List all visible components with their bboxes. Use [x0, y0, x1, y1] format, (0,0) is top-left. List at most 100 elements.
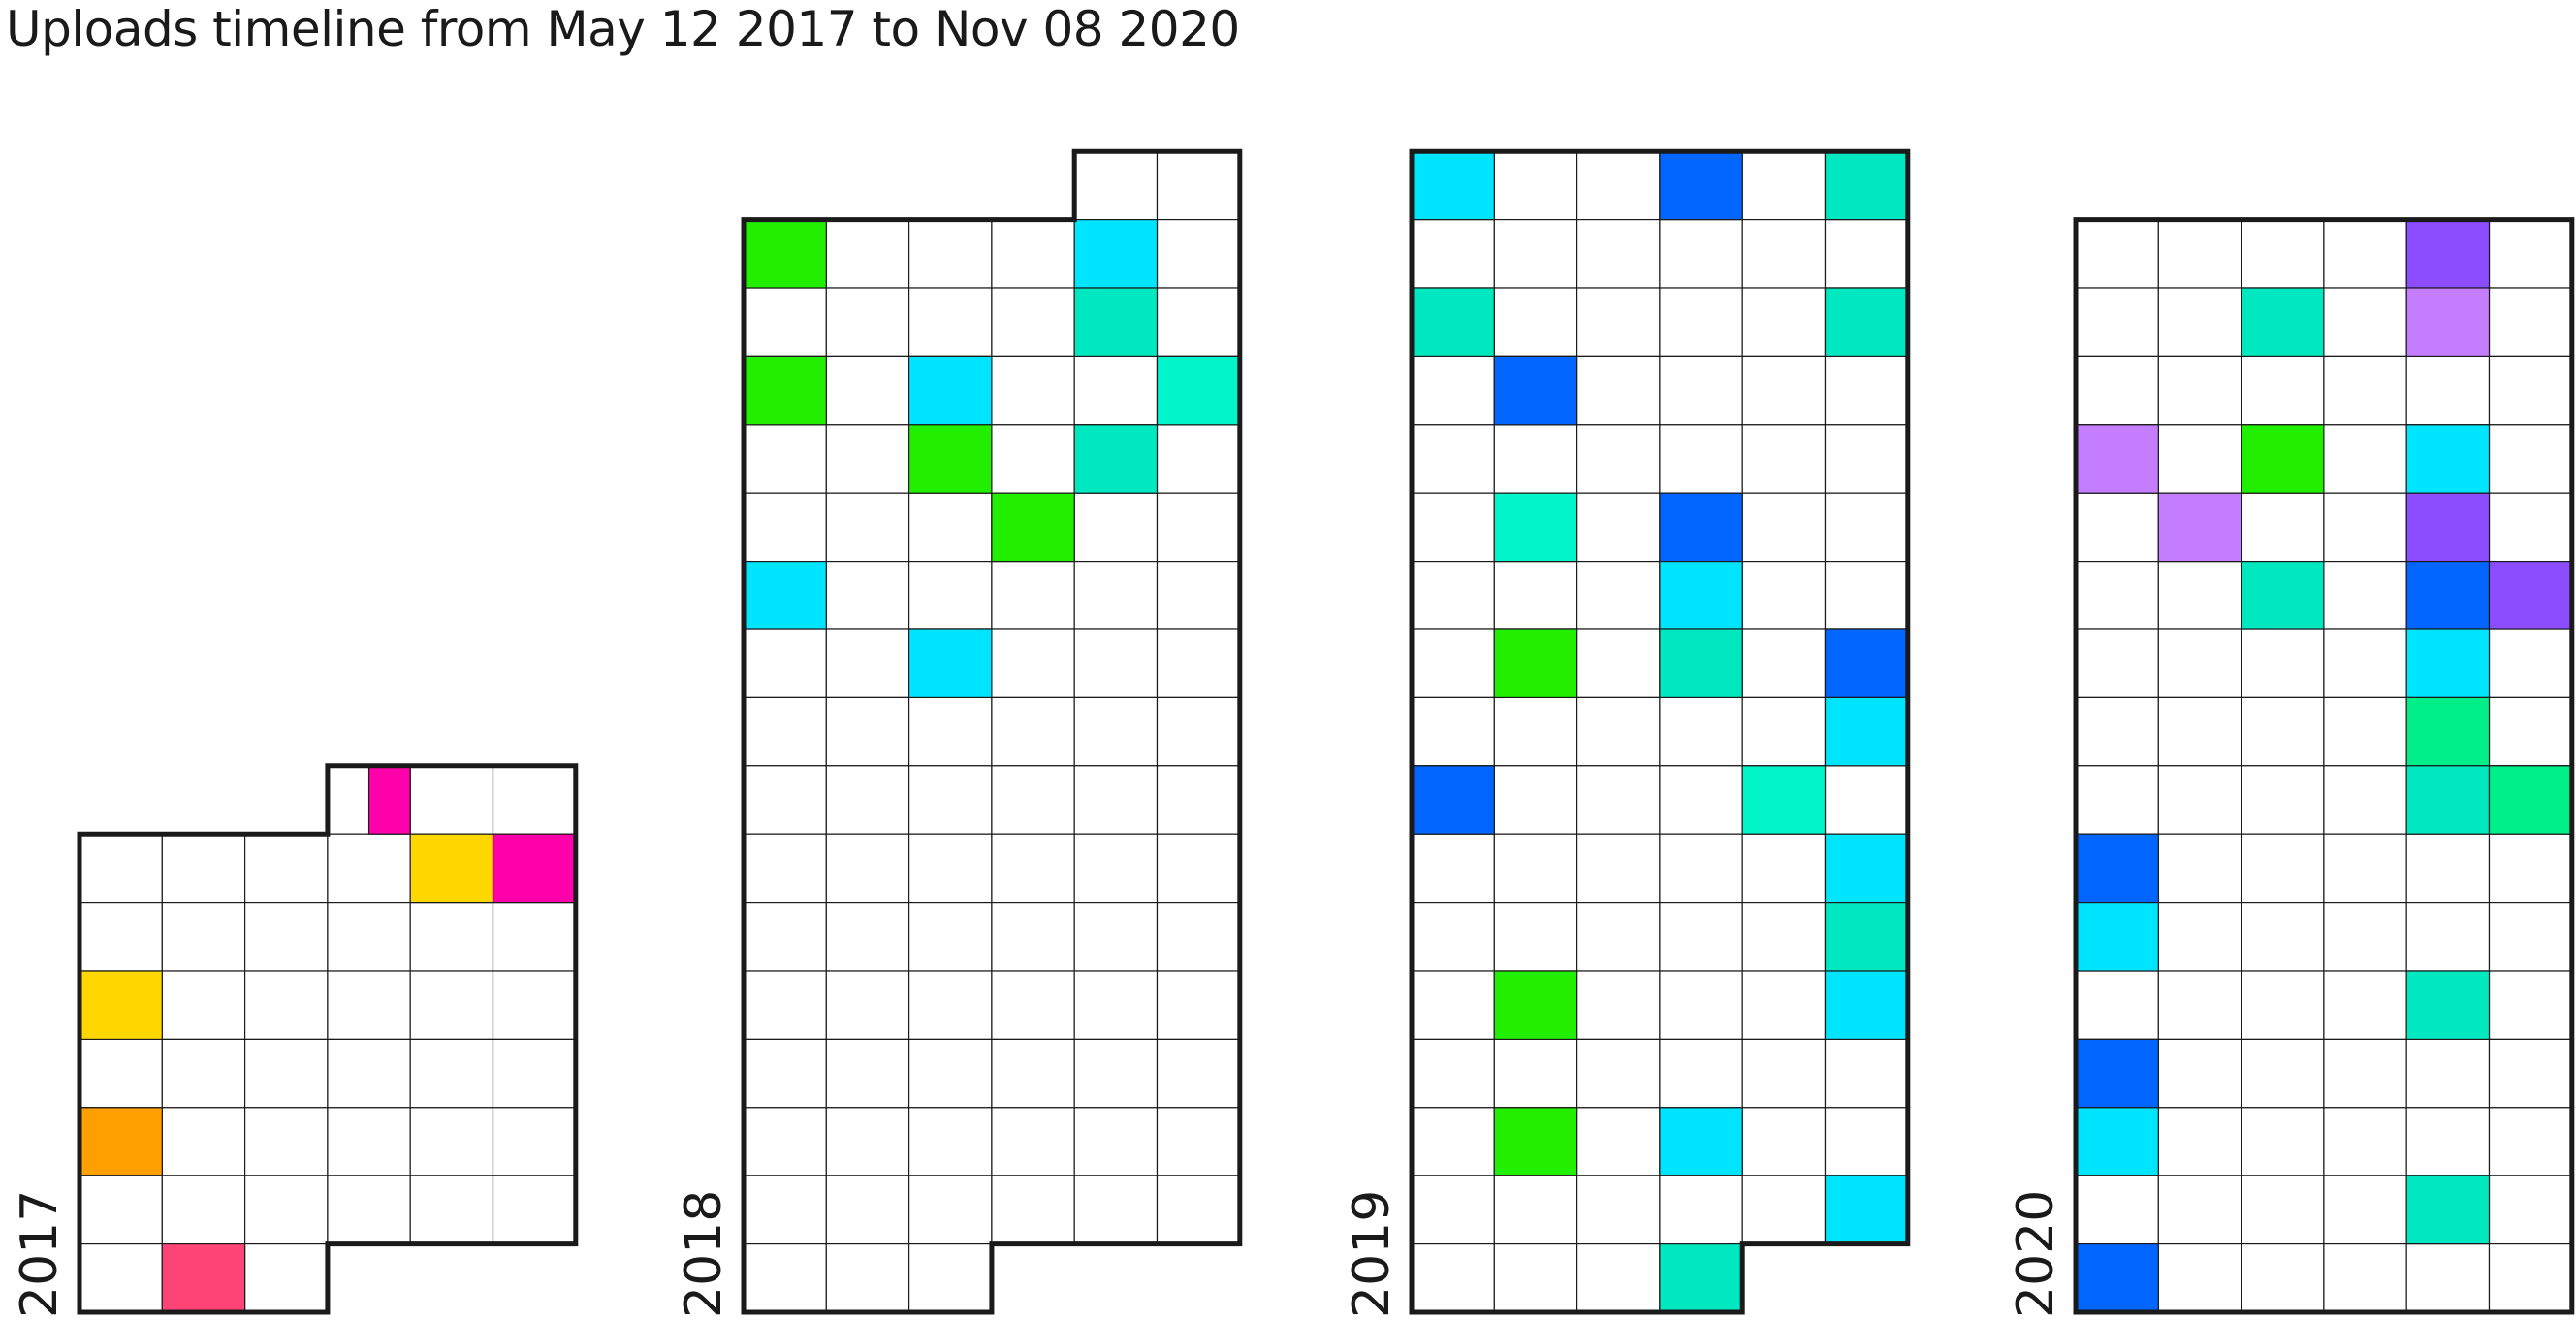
year-outline	[2073, 217, 2575, 1315]
empty-cell	[1411, 970, 1495, 1041]
empty-cell	[1411, 1242, 1495, 1313]
empty-cell	[991, 424, 1075, 494]
empty-cell	[2241, 1175, 2325, 1245]
empty-cell	[2241, 970, 2325, 1041]
empty-cell	[2075, 219, 2159, 289]
empty-cell	[2241, 219, 2325, 289]
empty-cell	[2323, 287, 2407, 358]
upload-cell	[2488, 765, 2573, 835]
empty-cell	[1741, 560, 1827, 630]
empty-cell	[2405, 833, 2491, 904]
empty-cell	[825, 970, 910, 1041]
empty-cell	[1659, 1175, 1743, 1245]
empty-cell	[907, 219, 993, 289]
year-label: 2017	[11, 1190, 69, 1318]
empty-cell	[409, 901, 494, 972]
empty-cell	[327, 901, 411, 972]
empty-cell	[1741, 1038, 1827, 1109]
upload-cell	[2075, 833, 2159, 904]
empty-cell	[1824, 765, 1909, 835]
empty-cell	[2323, 424, 2407, 494]
empty-cell	[1156, 150, 1241, 221]
empty-cell	[991, 1175, 1075, 1245]
empty-cell	[1493, 150, 1578, 221]
empty-cell	[2157, 1038, 2242, 1109]
empty-cell	[161, 901, 246, 972]
empty-cell	[2157, 560, 2242, 630]
empty-cell	[327, 833, 411, 904]
empty-cell	[825, 287, 910, 358]
empty-cell	[2241, 492, 2325, 563]
empty-cell	[2241, 696, 2325, 767]
upload-cell	[1824, 628, 1909, 699]
empty-cell	[161, 833, 246, 904]
empty-cell	[79, 833, 163, 904]
empty-cell	[1659, 1038, 1743, 1109]
upload-cell	[907, 628, 993, 699]
empty-cell	[991, 1038, 1075, 1109]
empty-cell	[492, 970, 577, 1041]
empty-cell	[1741, 287, 1827, 358]
empty-cell	[2405, 1242, 2491, 1313]
empty-cell	[327, 970, 411, 1041]
empty-cell	[2241, 355, 2325, 426]
upload-cell	[2405, 560, 2491, 630]
empty-cell	[2323, 355, 2407, 426]
upload-cell	[1073, 424, 1159, 494]
upload-cell	[161, 1242, 246, 1313]
empty-cell	[1156, 219, 1241, 289]
empty-cell	[1741, 219, 1827, 289]
empty-cell	[2488, 833, 2573, 904]
empty-cell	[1575, 287, 1661, 358]
empty-cell	[1575, 560, 1661, 630]
empty-cell	[2075, 1175, 2159, 1245]
empty-cell	[1824, 1038, 1909, 1109]
empty-cell	[1659, 355, 1743, 426]
empty-cell	[1073, 901, 1159, 972]
empty-cell	[2241, 765, 2325, 835]
year-outline	[1409, 148, 1911, 1315]
empty-cell	[2323, 833, 2407, 904]
empty-cell	[1411, 901, 1495, 972]
empty-cell	[2488, 424, 2573, 494]
empty-cell	[991, 1107, 1075, 1176]
upload-cell	[1073, 219, 1159, 289]
empty-cell	[2157, 424, 2242, 494]
empty-cell	[1575, 355, 1661, 426]
empty-cell	[743, 765, 827, 835]
empty-cell	[1824, 492, 1909, 563]
empty-cell	[1411, 424, 1495, 494]
empty-cell	[991, 901, 1075, 972]
empty-cell	[1411, 628, 1495, 699]
upload-cell	[1659, 628, 1743, 699]
empty-cell	[2075, 628, 2159, 699]
upload-cell	[2241, 560, 2325, 630]
upload-cell	[2405, 970, 2491, 1041]
empty-cell	[2157, 696, 2242, 767]
empty-cell	[1073, 1175, 1159, 1245]
empty-cell	[1741, 833, 1827, 904]
upload-cell	[1493, 355, 1578, 426]
year-outline	[77, 763, 579, 1315]
empty-cell	[2241, 628, 2325, 699]
empty-cell	[1741, 696, 1827, 767]
empty-cell	[1411, 696, 1495, 767]
empty-cell	[2323, 1242, 2407, 1313]
upload-cell	[1659, 1242, 1743, 1313]
empty-cell	[1741, 355, 1827, 426]
empty-cell	[2405, 1107, 2491, 1176]
empty-cell	[244, 833, 329, 904]
empty-cell	[2157, 1242, 2242, 1313]
empty-cell	[2323, 1107, 2407, 1176]
year-panel-2020: 2020	[2007, 217, 2575, 1318]
empty-cell	[2241, 1242, 2325, 1313]
upload-cell	[1824, 1175, 1909, 1245]
empty-cell	[2075, 355, 2159, 426]
empty-cell	[825, 424, 910, 494]
empty-cell	[2241, 1038, 2325, 1109]
empty-cell	[1493, 765, 1578, 835]
empty-cell	[1575, 765, 1661, 835]
empty-cell	[2488, 628, 2573, 699]
empty-cell	[492, 901, 577, 972]
upload-cell	[1493, 492, 1578, 563]
